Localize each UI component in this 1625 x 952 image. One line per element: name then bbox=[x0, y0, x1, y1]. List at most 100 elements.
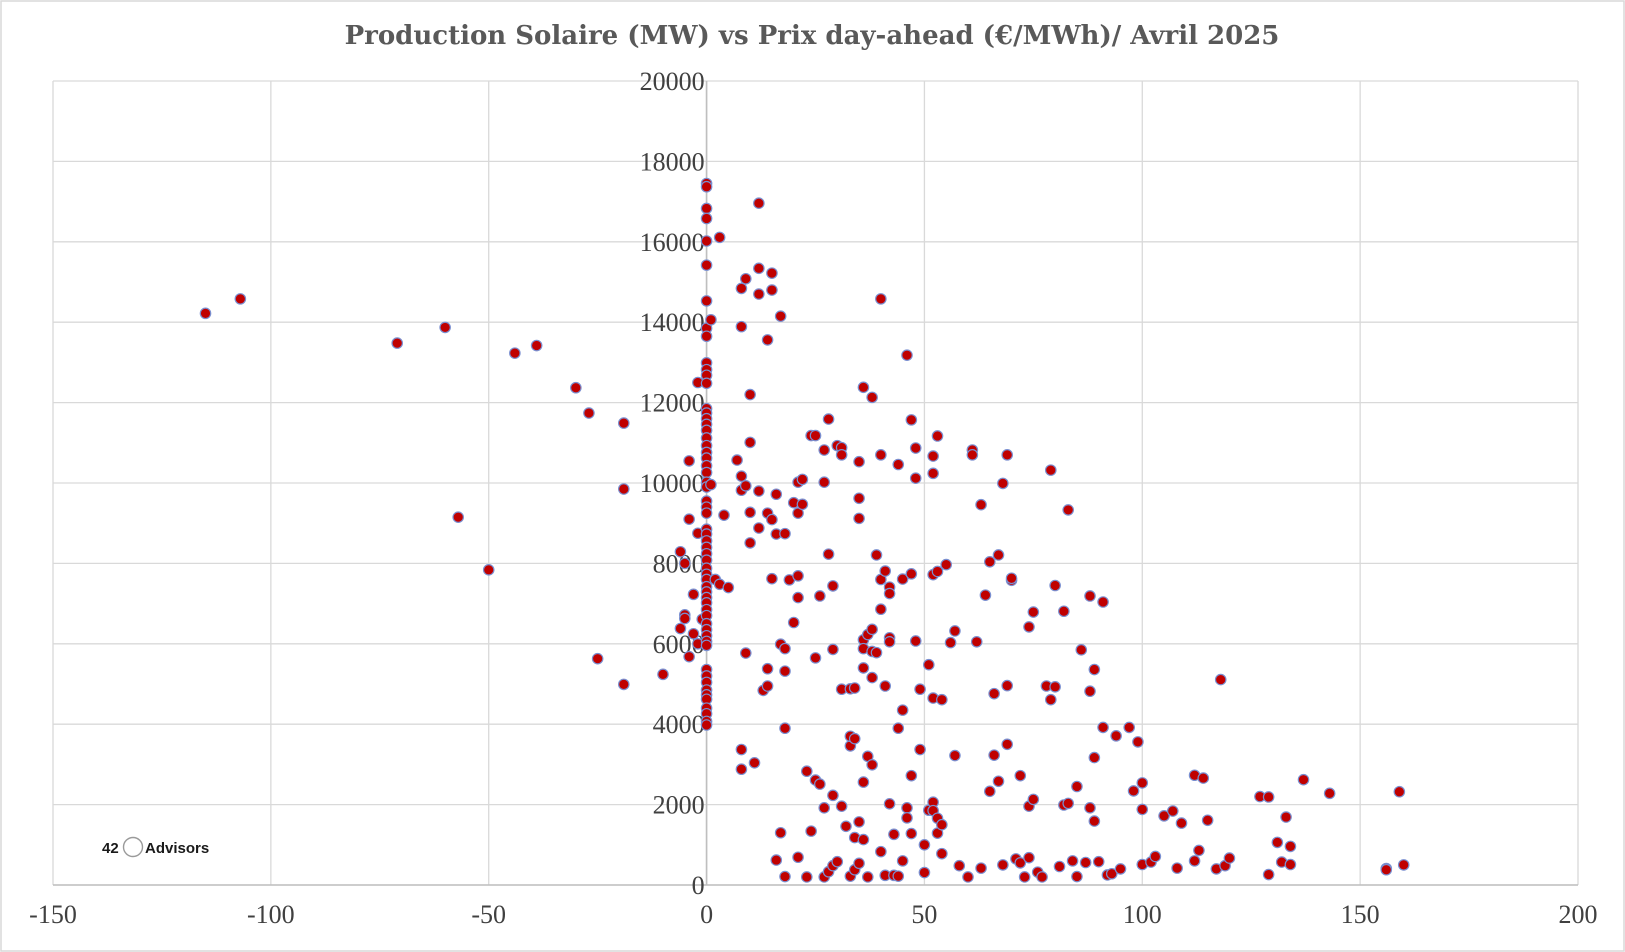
data-point bbox=[857, 662, 870, 674]
data-point bbox=[1380, 863, 1393, 876]
data-point bbox=[997, 859, 1009, 871]
data-point bbox=[744, 506, 756, 519]
data-point bbox=[1001, 679, 1014, 692]
data-point bbox=[1027, 793, 1040, 806]
data-point bbox=[770, 854, 783, 866]
data-point bbox=[482, 564, 495, 576]
data-point bbox=[1271, 836, 1284, 849]
data-point bbox=[927, 467, 939, 480]
data-point bbox=[853, 857, 865, 870]
data-point bbox=[735, 282, 748, 295]
data-point bbox=[997, 477, 1009, 490]
data-point bbox=[1123, 721, 1136, 734]
data-point bbox=[809, 652, 822, 664]
data-point bbox=[739, 480, 752, 492]
data-point bbox=[905, 827, 918, 840]
logo-number: 42 bbox=[102, 840, 119, 857]
data-point bbox=[866, 623, 878, 636]
data-point bbox=[814, 590, 826, 602]
data-point bbox=[766, 284, 778, 296]
data-point bbox=[853, 816, 865, 828]
data-point bbox=[570, 381, 582, 394]
data-point bbox=[853, 455, 865, 468]
y-tick-label: 18000 bbox=[640, 147, 705, 176]
data-point bbox=[853, 492, 865, 505]
x-tick-label: 150 bbox=[1341, 900, 1380, 929]
data-point bbox=[678, 557, 691, 570]
data-point bbox=[966, 449, 979, 461]
data-point bbox=[674, 545, 687, 558]
data-point bbox=[753, 522, 765, 534]
data-point bbox=[683, 455, 695, 467]
data-point bbox=[674, 622, 687, 635]
data-point bbox=[914, 743, 926, 756]
data-point bbox=[875, 449, 887, 461]
data-point bbox=[1393, 785, 1406, 798]
data-point bbox=[774, 310, 787, 322]
data-point bbox=[1166, 805, 1179, 817]
data-point bbox=[779, 527, 791, 540]
chart-title: Production Solaire (MW) vs Prix day-ahea… bbox=[345, 21, 1280, 51]
data-point bbox=[530, 339, 543, 352]
data-point bbox=[888, 828, 900, 841]
data-point bbox=[818, 802, 831, 814]
data-point bbox=[905, 568, 918, 580]
data-point bbox=[753, 288, 765, 300]
data-point bbox=[1066, 855, 1079, 867]
data-point bbox=[761, 662, 774, 675]
data-point bbox=[848, 732, 861, 745]
data-point bbox=[814, 778, 826, 790]
data-point bbox=[1297, 773, 1310, 786]
x-tick-label: 0 bbox=[700, 900, 713, 929]
data-point bbox=[617, 483, 630, 495]
data-point bbox=[1018, 871, 1031, 883]
data-point bbox=[875, 293, 887, 305]
x-tick-label: 200 bbox=[1559, 900, 1598, 929]
data-point bbox=[1223, 852, 1236, 864]
data-point bbox=[901, 349, 913, 361]
x-tick-label: -50 bbox=[471, 900, 506, 929]
data-point bbox=[1262, 868, 1275, 881]
data-point bbox=[883, 635, 896, 648]
data-point bbox=[1097, 596, 1109, 608]
data-point bbox=[901, 802, 913, 814]
data-point bbox=[927, 450, 939, 462]
data-point bbox=[918, 838, 931, 851]
data-point bbox=[818, 476, 831, 488]
data-point bbox=[744, 436, 756, 449]
data-point bbox=[1197, 772, 1210, 784]
data-point bbox=[975, 862, 987, 874]
data-point bbox=[199, 307, 212, 320]
data-point bbox=[835, 800, 848, 813]
data-point bbox=[1097, 721, 1109, 734]
data-point bbox=[509, 347, 521, 359]
data-point bbox=[744, 537, 756, 549]
data-point bbox=[905, 414, 918, 426]
data-point bbox=[1071, 870, 1083, 883]
data-point bbox=[949, 625, 961, 637]
y-tick-label: 12000 bbox=[640, 389, 705, 418]
data-point bbox=[983, 555, 996, 568]
data-point bbox=[1062, 797, 1075, 810]
data-point bbox=[718, 509, 730, 521]
data-points bbox=[199, 177, 1410, 883]
data-point bbox=[988, 687, 1000, 700]
data-point bbox=[1132, 736, 1144, 748]
data-point bbox=[766, 513, 778, 526]
data-point bbox=[1175, 817, 1188, 829]
data-point bbox=[1005, 572, 1018, 585]
data-point bbox=[861, 871, 874, 883]
x-tick-label: 50 bbox=[911, 900, 937, 929]
data-point bbox=[940, 558, 953, 571]
data-point bbox=[683, 650, 695, 663]
y-tick-label: 10000 bbox=[640, 469, 705, 498]
data-point bbox=[1262, 791, 1275, 803]
data-point bbox=[700, 507, 713, 519]
data-point bbox=[918, 866, 931, 879]
data-point bbox=[1188, 855, 1201, 867]
data-point bbox=[700, 259, 713, 271]
data-point bbox=[792, 570, 804, 582]
data-point bbox=[840, 820, 852, 833]
data-point bbox=[809, 429, 822, 442]
data-point bbox=[1280, 811, 1292, 823]
